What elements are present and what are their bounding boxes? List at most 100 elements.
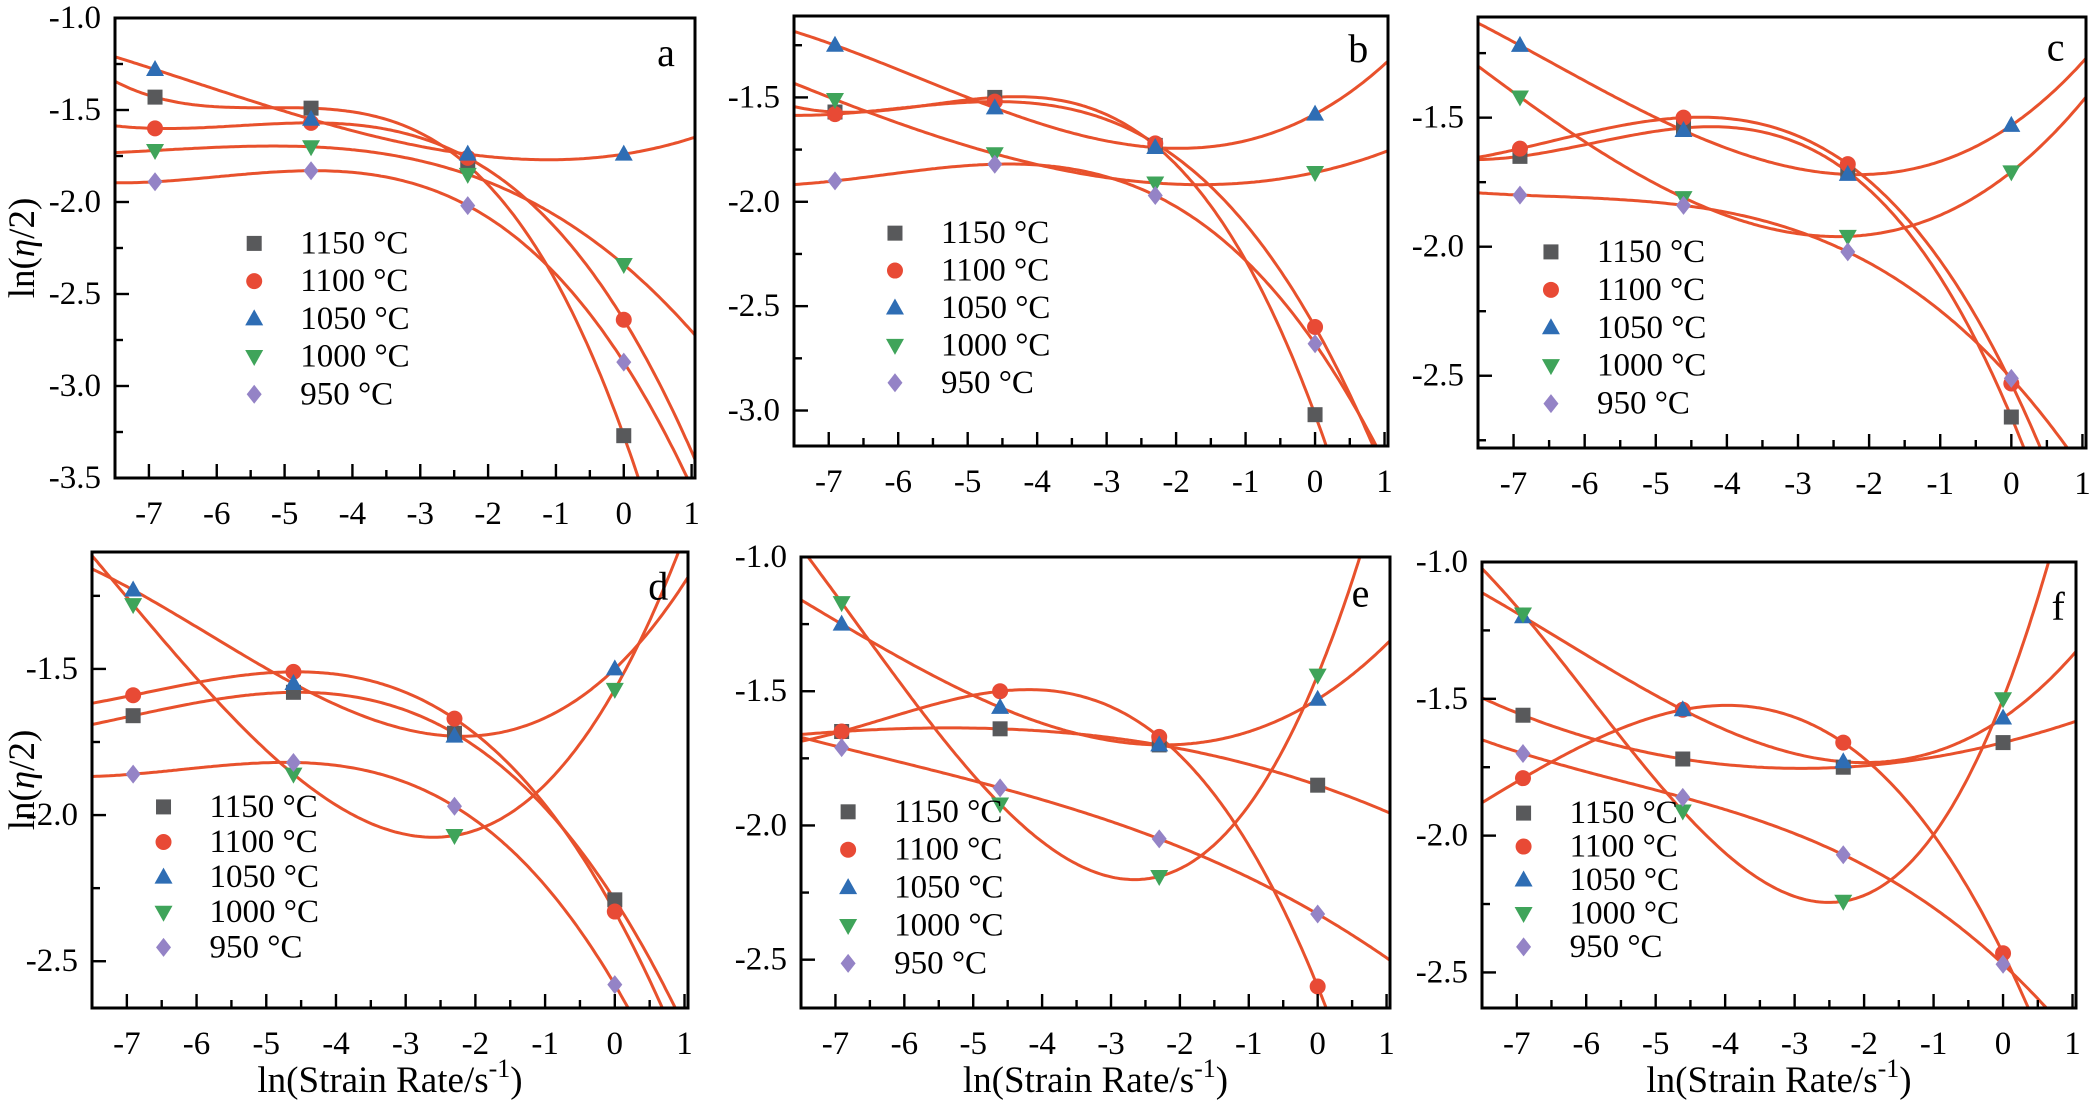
- panel-letter: f: [2052, 584, 2066, 629]
- fit-curve: [1482, 696, 2076, 770]
- x-tick-label: 0: [1309, 1026, 1326, 1062]
- x-tick-label: -5: [954, 464, 982, 500]
- data-point-circle: [1835, 734, 1852, 751]
- data-point-triangle-down: [1673, 804, 1692, 821]
- legend-item: 1100 °C: [155, 824, 318, 860]
- legend-label: 1100 °C: [300, 263, 408, 299]
- fit-curve: [1482, 703, 2031, 1008]
- data-point-diamond: [460, 196, 476, 216]
- fit-curve: [92, 670, 664, 1008]
- fit-curve: [1478, 21, 2086, 177]
- data-point-diamond: [1151, 829, 1167, 849]
- data-point-square: [992, 721, 1008, 737]
- y-tick-label: -1.5: [728, 79, 780, 115]
- x-tick-label: -7: [822, 1026, 850, 1062]
- x-tick-label: -2: [1855, 466, 1883, 502]
- data-point-triangle-down: [839, 918, 858, 935]
- x-tick-label: 0: [1995, 1026, 2012, 1062]
- fit-curve: [1482, 591, 2076, 765]
- y-tick-label: -2.5: [26, 943, 78, 979]
- data-point-triangle-up: [1834, 752, 1853, 769]
- data-point-diamond: [827, 171, 843, 191]
- data-point-diamond: [987, 154, 1003, 174]
- x-tick-label: -4: [1023, 464, 1051, 500]
- x-tick-label: -5: [253, 1026, 281, 1062]
- data-point-circle: [992, 683, 1009, 700]
- y-tick-label: -2.5: [735, 942, 787, 978]
- x-tick-label: -7: [135, 496, 163, 532]
- legend-label: 950 °C: [941, 365, 1034, 401]
- x-tick-label: -6: [891, 1026, 919, 1062]
- y-tick-label: -3.5: [49, 460, 101, 496]
- data-point-circle: [615, 311, 632, 328]
- data-point-square: [1516, 805, 1532, 821]
- data-point-triangle-down: [1510, 90, 1529, 107]
- fit-curve: [115, 144, 695, 337]
- data-point-circle: [606, 903, 623, 920]
- data-point-square: [616, 428, 632, 444]
- data-point-triangle-up: [825, 35, 844, 52]
- legend-label: 1100 °C: [1597, 272, 1705, 308]
- x-tick-label: 1: [683, 496, 700, 532]
- legend-label: 1150 °C: [210, 789, 318, 825]
- fit-curve: [1478, 191, 2070, 448]
- data-point-triangle-down: [2002, 165, 2021, 182]
- x-tick-label: 0: [2003, 466, 2020, 502]
- y-tick-label: -1.0: [49, 0, 101, 36]
- data-point-circle: [833, 723, 850, 740]
- data-point-triangle-up: [985, 98, 1004, 115]
- data-point-diamond: [303, 161, 319, 181]
- data-point-circle: [1514, 770, 1531, 787]
- legend-item: 1150 °C: [887, 215, 1049, 251]
- data-point-triangle-down: [154, 905, 173, 922]
- y-tick-label: -2.0: [735, 807, 787, 843]
- data-point-circle: [1839, 156, 1856, 173]
- legend-label: 950 °C: [1570, 929, 1663, 965]
- legend-item: 1100 °C: [246, 263, 408, 299]
- tick-labels: -7 -6 -5 -4 -3 -2 -1 0 1 -1.0 -1.5 -2.0 -2.5 -3.0 -3.5: [49, 0, 700, 532]
- data-point-triangle-up: [445, 726, 464, 743]
- data-point-square: [1515, 707, 1531, 723]
- y-tick-label: -3.0: [49, 368, 101, 404]
- data-point-square: [156, 799, 172, 815]
- fit-curve: [801, 688, 1328, 1008]
- data-point-triangle-down: [605, 682, 624, 699]
- x-tick-label: -2: [1166, 1026, 1194, 1062]
- legend-item: 950 °C: [156, 929, 302, 965]
- data-point-circle: [246, 273, 263, 290]
- data-point-triangle-up: [991, 697, 1010, 714]
- legend-item: 1150 °C: [246, 225, 408, 261]
- fit-curve: [801, 598, 1390, 747]
- axis-ticks: [92, 594, 686, 1008]
- x-axis-title: ln(Strain Rate/s-1): [963, 1054, 1228, 1101]
- data-point-diamond: [1995, 954, 2011, 974]
- data-point-square: [1307, 407, 1323, 423]
- x-tick-label: 1: [2064, 1026, 2081, 1062]
- legend-item: 1000 °C: [1514, 895, 1679, 931]
- data-point-diamond: [147, 172, 163, 192]
- fit-curve: [801, 726, 1390, 815]
- data-point-triangle-down: [1514, 906, 1533, 923]
- x-tick-label: -6: [203, 496, 231, 532]
- data-point-diamond: [992, 778, 1008, 798]
- data-point-triangle-up: [284, 674, 303, 691]
- legend-label: 1150 °C: [1597, 234, 1705, 270]
- legend-item: 1150 °C: [1543, 234, 1705, 270]
- data-point-square: [887, 225, 903, 241]
- fit-curves: [1482, 562, 2076, 1008]
- y-tick-label: -2.0: [728, 184, 780, 220]
- data-point-triangle-down: [1306, 166, 1325, 183]
- x-tick-label: 1: [676, 1026, 693, 1062]
- legend-item: 1100 °C: [1542, 272, 1705, 308]
- data-point-square: [303, 100, 319, 116]
- data-point-diamond: [607, 975, 623, 995]
- data-point-diamond: [1840, 242, 1856, 262]
- data-point-circle: [1515, 838, 1532, 855]
- fit-curve: [794, 162, 1378, 446]
- data-point-triangle-down: [825, 92, 844, 109]
- x-axis-title: ln(Strain Rate/s-1): [1646, 1054, 1911, 1101]
- legend-label: 1150 °C: [894, 794, 1002, 830]
- x-tick-label: 0: [1307, 464, 1324, 500]
